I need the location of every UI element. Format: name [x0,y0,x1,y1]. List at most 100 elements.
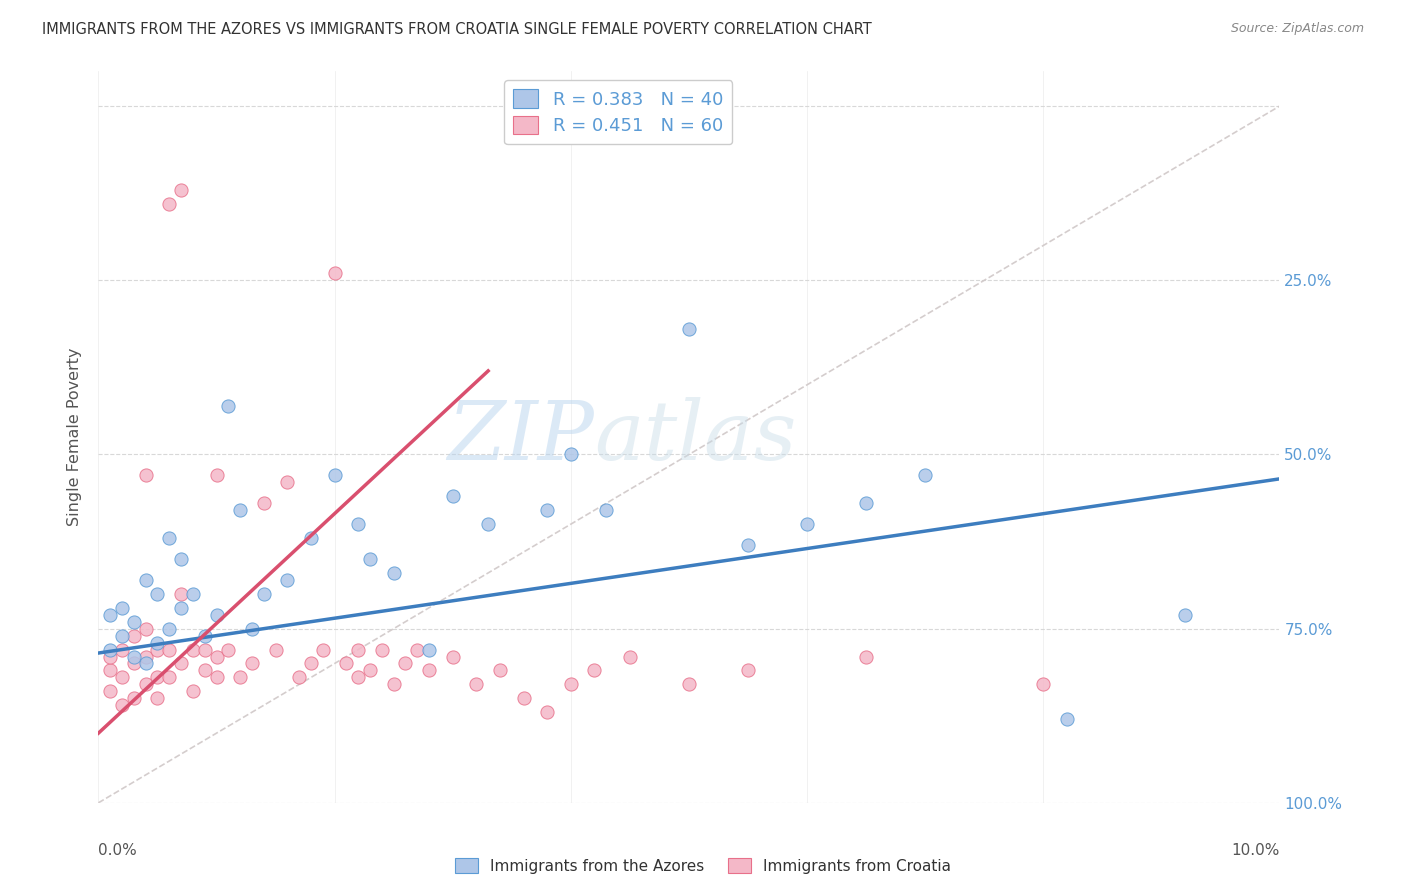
Point [512,691,534,706]
Point [737,538,759,552]
Point [299,657,322,671]
Text: 10.0%: 10.0% [1232,843,1279,858]
Point [347,642,370,657]
Point [855,496,877,510]
Point [914,468,936,483]
Point [170,183,193,197]
Point [312,642,335,657]
Point [371,642,394,657]
Point [135,622,157,636]
Point [157,531,180,545]
Point [170,552,193,566]
Legend: R = 0.383   N = 40, R = 0.451   N = 60: R = 0.383 N = 40, R = 0.451 N = 60 [503,80,733,145]
Point [240,622,263,636]
Point [181,587,204,601]
Point [288,670,311,684]
Point [229,503,252,517]
Point [264,642,287,657]
Point [276,573,298,587]
Point [323,266,346,280]
Point [122,615,145,629]
Point [135,649,157,664]
Point [299,531,322,545]
Point [135,573,157,587]
Point [157,642,180,657]
Point [382,566,405,580]
Point [619,649,641,664]
Point [678,322,700,336]
Point [98,642,121,657]
Point [477,517,499,532]
Point [170,657,193,671]
Point [170,587,193,601]
Point [595,503,617,517]
Point [98,664,121,678]
Point [855,649,877,664]
Point [737,664,759,678]
Point [205,649,228,664]
Point [146,642,169,657]
Point [335,657,357,671]
Point [122,691,145,706]
Point [536,705,558,719]
Point [205,607,228,622]
Point [111,698,134,713]
Point [394,657,416,671]
Point [796,517,818,532]
Point [194,629,217,643]
Point [194,664,217,678]
Point [205,468,228,483]
Legend: Immigrants from the Azores, Immigrants from Croatia: Immigrants from the Azores, Immigrants f… [449,852,957,880]
Point [465,677,488,691]
Point [253,496,276,510]
Point [560,677,582,691]
Text: 0.0%: 0.0% [98,843,138,858]
Point [217,399,239,413]
Point [170,600,193,615]
Point [157,670,180,684]
Point [122,649,145,664]
Point [146,670,169,684]
Point [1174,607,1197,622]
Point [122,657,145,671]
Point [135,468,157,483]
Text: ZIP: ZIP [447,397,595,477]
Point [98,607,121,622]
Point [181,684,204,698]
Point [418,664,440,678]
Point [135,657,157,671]
Point [205,670,228,684]
Point [489,664,512,678]
Point [217,642,239,657]
Point [347,670,370,684]
Point [98,649,121,664]
Point [146,587,169,601]
Point [157,622,180,636]
Point [111,600,134,615]
Point [122,629,145,643]
Point [1032,677,1054,691]
Point [111,642,134,657]
Point [111,629,134,643]
Point [359,552,381,566]
Point [135,677,157,691]
Point [229,670,252,684]
Point [359,664,381,678]
Point [1056,712,1078,726]
Point [323,468,346,483]
Point [146,635,169,649]
Point [583,664,606,678]
Point [347,517,370,532]
Point [406,642,429,657]
Point [441,489,464,503]
Text: Source: ZipAtlas.com: Source: ZipAtlas.com [1230,22,1364,36]
Point [146,691,169,706]
Point [253,587,276,601]
Text: IMMIGRANTS FROM THE AZORES VS IMMIGRANTS FROM CROATIA SINGLE FEMALE POVERTY CORR: IMMIGRANTS FROM THE AZORES VS IMMIGRANTS… [42,22,872,37]
Point [181,642,204,657]
Point [111,670,134,684]
Point [418,642,440,657]
Y-axis label: Single Female Poverty: Single Female Poverty [67,348,83,526]
Point [382,677,405,691]
Point [276,475,298,490]
